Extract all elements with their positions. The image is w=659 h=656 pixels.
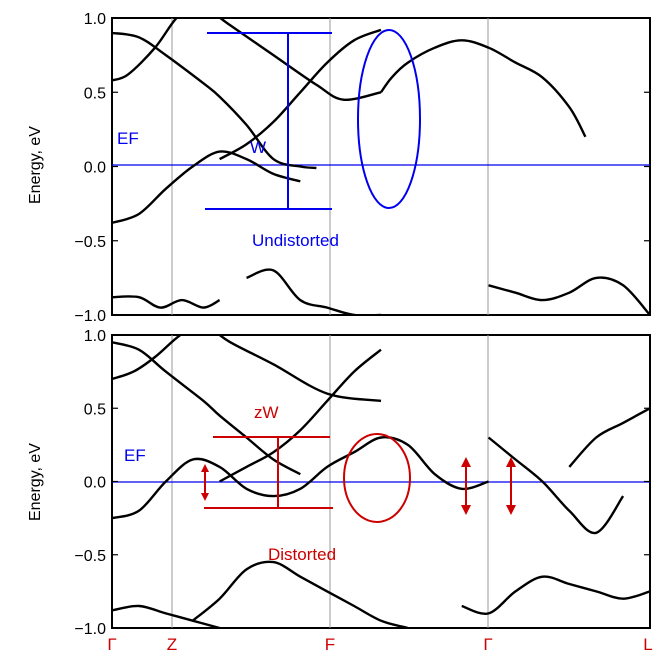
top-band-8 <box>488 276 650 315</box>
top-band-4 <box>380 39 587 138</box>
top-panel-label: Undistorted <box>252 231 339 250</box>
bottom-y-axis-label: Energy, eV <box>27 443 44 521</box>
top-bands <box>112 18 650 315</box>
bottom-fermi-label: EF <box>124 446 146 465</box>
top-y-axis-label: Energy, eV <box>27 126 44 204</box>
double-arrow-3 <box>506 457 516 515</box>
top-band-2 <box>112 18 382 101</box>
bottom-width-label: zW <box>254 403 279 422</box>
top-y-tick-label: 0.0 <box>84 160 106 177</box>
k-point-label: Γ <box>483 635 492 654</box>
bottom-band-1 <box>112 341 301 476</box>
k-point-label: F <box>325 635 335 654</box>
top-fermi-label: EF <box>117 129 139 148</box>
top-y-tick-label: −0.5 <box>74 234 106 251</box>
bottom-y-tick-label: −1.0 <box>74 621 106 638</box>
bottom-band-7 <box>112 604 220 628</box>
top-highlight-ellipse <box>357 29 421 209</box>
double-arrow-2 <box>461 457 471 515</box>
top-y-ticks: 1.0 0.5 0.0 −0.5 −1.0 <box>74 11 650 325</box>
k-point-label: Z <box>167 635 177 654</box>
top-band-3 <box>219 28 382 161</box>
top-y-tick-label: −1.0 <box>74 308 106 325</box>
bottom-band-8 <box>191 560 409 628</box>
bottom-panel: 1.0 0.5 0.0 −0.5 −1.0 Energy, eV zW EF Disto… <box>27 328 651 638</box>
top-width-label: W <box>250 138 266 157</box>
bottom-y-ticks: 1.0 0.5 0.0 −0.5 −1.0 <box>74 328 650 638</box>
bottom-y-tick-label: −0.5 <box>74 548 106 565</box>
bottom-highlight-ellipse <box>343 433 411 523</box>
bottom-y-tick-label: 0.5 <box>84 401 106 418</box>
bottom-panel-label: Distorted <box>268 545 336 564</box>
top-panel: 1.0 0.5 0.0 −0.5 −1.0 Energy, eV W EF Undist… <box>27 11 651 325</box>
k-point-label: L <box>643 635 652 654</box>
bottom-bands <box>112 335 650 628</box>
k-point-label: Γ <box>107 635 116 654</box>
bottom-band-3 <box>219 348 382 483</box>
top-band-6 <box>112 295 221 309</box>
bottom-band-5 <box>487 436 625 535</box>
bottom-band-9 <box>461 575 650 616</box>
double-arrow-1 <box>201 464 209 501</box>
top-band-1 <box>112 31 317 170</box>
top-band-5 <box>112 150 301 225</box>
bottom-y-tick-label: 0.0 <box>84 475 106 492</box>
bottom-band-2 <box>112 335 382 403</box>
bottom-y-tick-label: 1.0 <box>84 328 106 345</box>
top-band-7 <box>246 268 381 315</box>
bottom-band-6 <box>568 407 650 468</box>
top-y-tick-label: 0.5 <box>84 85 106 102</box>
bottom-band-4 <box>112 436 489 520</box>
top-y-tick-label: 1.0 <box>84 11 106 28</box>
